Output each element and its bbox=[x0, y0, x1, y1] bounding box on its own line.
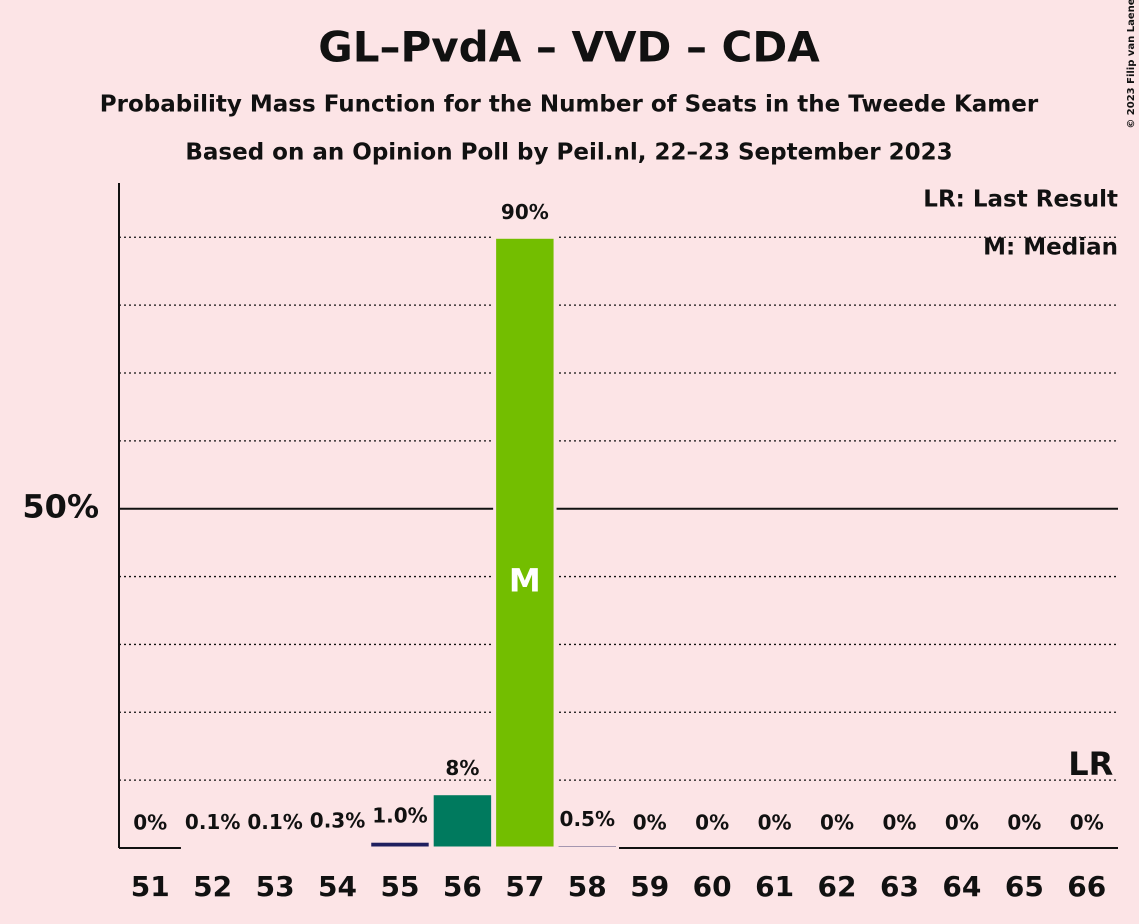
chart-title: GL–PvdA – VVD – CDA bbox=[318, 23, 820, 72]
value-label: 0.3% bbox=[310, 808, 365, 832]
value-label: 90% bbox=[501, 200, 549, 224]
copyright: © 2023 Filip van Laenen bbox=[1126, 0, 1137, 129]
value-label: 0.5% bbox=[560, 807, 615, 831]
x-tick-label: 53 bbox=[256, 870, 295, 903]
x-tick-label: 57 bbox=[505, 870, 544, 903]
x-tick-label: 66 bbox=[1067, 870, 1106, 903]
bar bbox=[243, 845, 307, 850]
legend-entry: LR: Last Result bbox=[923, 187, 1118, 213]
bar bbox=[555, 843, 619, 850]
value-label: 0% bbox=[758, 811, 792, 835]
value-label: 0% bbox=[1070, 811, 1104, 835]
last-result-marker: LR bbox=[1068, 745, 1113, 783]
x-tick-label: 54 bbox=[318, 870, 357, 903]
x-tick-label: 58 bbox=[568, 870, 607, 903]
x-tick-label: 51 bbox=[131, 870, 170, 903]
value-label: 0.1% bbox=[247, 810, 302, 834]
value-label: 0% bbox=[882, 811, 916, 835]
value-label: 0% bbox=[633, 811, 667, 835]
value-label: 0% bbox=[695, 811, 729, 835]
x-tick-label: 52 bbox=[193, 870, 232, 903]
x-tick-label: 62 bbox=[818, 870, 857, 903]
bar bbox=[305, 844, 370, 850]
y-tick-label: 50% bbox=[22, 488, 99, 526]
x-tick-label: 59 bbox=[630, 870, 669, 903]
value-label: 0% bbox=[945, 811, 979, 835]
value-label: 0% bbox=[820, 811, 854, 835]
x-tick-label: 60 bbox=[693, 870, 732, 903]
bar bbox=[493, 235, 557, 850]
bar bbox=[180, 845, 245, 850]
chart-subtitle: Based on an Opinion Poll by Peil.nl, 22–… bbox=[185, 140, 952, 166]
x-tick-label: 64 bbox=[942, 870, 981, 903]
value-label: 8% bbox=[445, 756, 479, 780]
x-tick-label: 55 bbox=[380, 870, 419, 903]
value-label: 0% bbox=[133, 811, 167, 835]
bar bbox=[430, 792, 495, 850]
value-label: 1.0% bbox=[372, 804, 427, 828]
chart-subtitle: Probability Mass Function for the Number… bbox=[100, 92, 1039, 118]
x-tick-label: 65 bbox=[1005, 870, 1044, 903]
x-tick-label: 63 bbox=[880, 870, 919, 903]
value-label: 0.1% bbox=[185, 810, 240, 834]
x-tick-label: 56 bbox=[443, 870, 482, 903]
value-label: 0% bbox=[1007, 811, 1041, 835]
median-marker: M bbox=[509, 562, 541, 600]
x-tick-label: 61 bbox=[755, 870, 794, 903]
bar bbox=[368, 839, 432, 850]
legend-entry: M: Median bbox=[983, 235, 1118, 261]
